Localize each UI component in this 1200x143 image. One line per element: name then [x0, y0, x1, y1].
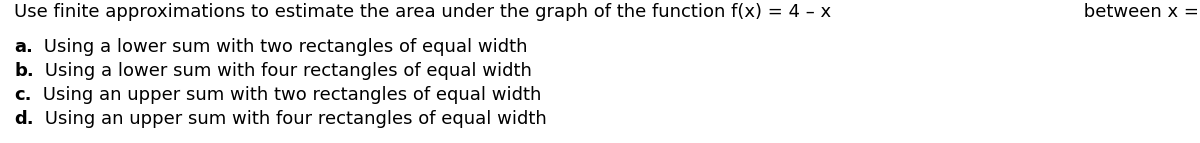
Text: c.: c. — [14, 86, 31, 104]
Text: Using a lower sum with two rectangles of equal width: Using a lower sum with two rectangles of… — [38, 38, 528, 56]
Text: b.: b. — [14, 62, 34, 80]
Text: Using an upper sum with two rectangles of equal width: Using an upper sum with two rectangles o… — [36, 86, 541, 104]
Text: between x = – 2 and x = 2 for each of the following cases.: between x = – 2 and x = 2 for each of th… — [1078, 3, 1200, 21]
Text: Use finite approximations to estimate the area under the graph of the function f: Use finite approximations to estimate th… — [14, 3, 832, 21]
Text: d.: d. — [14, 110, 34, 128]
Text: Using a lower sum with four rectangles of equal width: Using a lower sum with four rectangles o… — [40, 62, 533, 80]
Text: Using an upper sum with four rectangles of equal width: Using an upper sum with four rectangles … — [40, 110, 547, 128]
Text: a.: a. — [14, 38, 32, 56]
